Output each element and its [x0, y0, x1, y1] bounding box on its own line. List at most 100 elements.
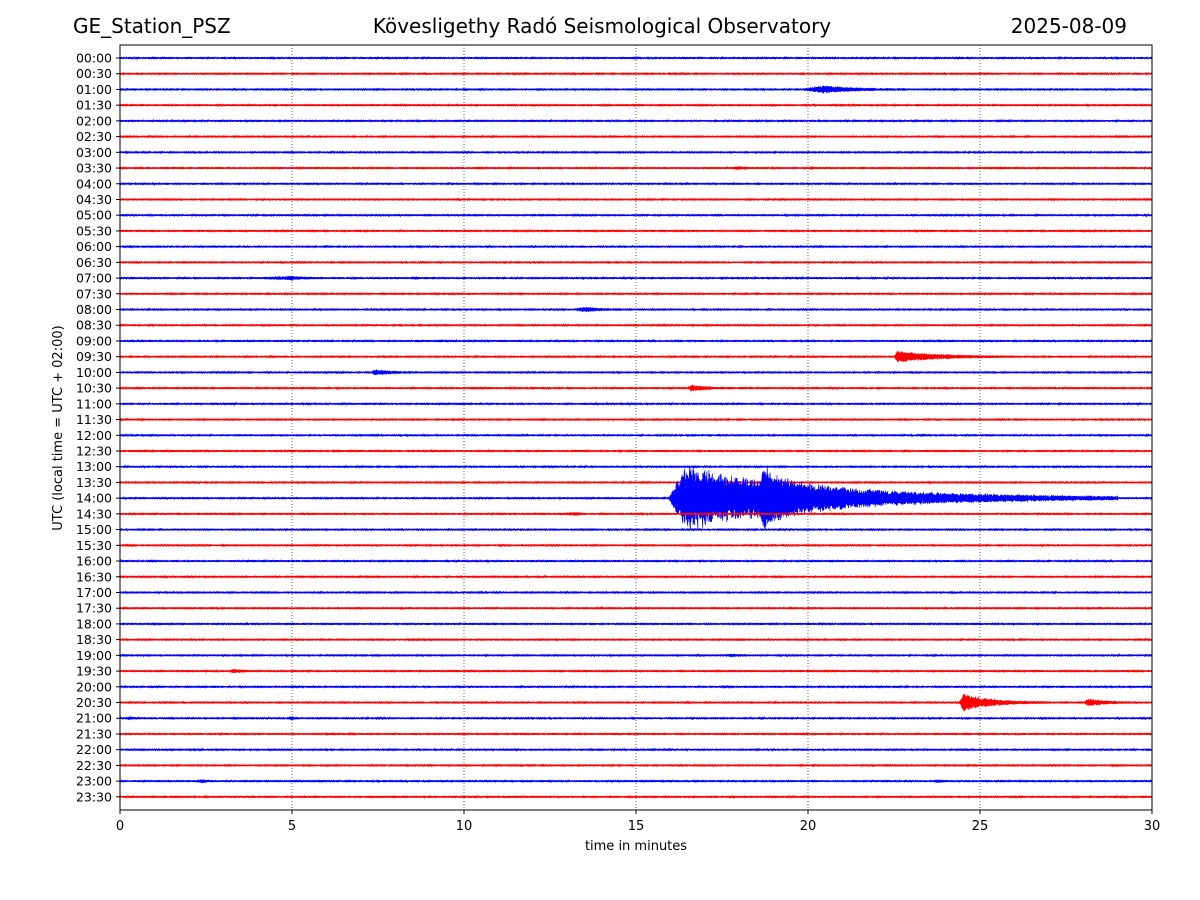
y-tick-label: 06:00: [76, 239, 112, 254]
y-tick-label: 03:30: [76, 161, 112, 176]
y-tick-label: 02:00: [76, 113, 112, 128]
y-tick-label: 15:00: [76, 522, 112, 537]
seismic-trace: [120, 559, 1152, 564]
seismic-trace: [120, 511, 1152, 516]
y-tick-label: 02:30: [76, 129, 112, 144]
y-tick-label: 20:00: [76, 679, 112, 694]
seismic-trace: [120, 306, 1152, 313]
y-tick-label: 14:30: [76, 506, 112, 521]
y-tick-label: 03:00: [76, 145, 112, 160]
seismic-trace: [120, 621, 1152, 626]
seismic-trace: [120, 590, 1152, 595]
seismic-trace: [120, 401, 1152, 406]
y-tick-label: 10:00: [76, 365, 112, 380]
y-tick-label: 19:00: [76, 648, 112, 663]
seismic-trace: [120, 134, 1152, 139]
seismic-trace: [120, 323, 1152, 328]
seismic-trace: [120, 433, 1152, 438]
y-tick-label: 04:00: [76, 176, 112, 191]
x-tick-label: 10: [456, 819, 473, 834]
y-tick-label: 12:30: [76, 444, 112, 459]
seismic-trace: [120, 653, 1152, 658]
seismic-trace: [120, 71, 1152, 76]
seismic-trace: [120, 150, 1152, 155]
y-tick-label: 11:00: [76, 396, 112, 411]
chart-date: 2025-08-09: [1010, 14, 1127, 38]
seismic-trace: [120, 794, 1152, 799]
x-tick-label: 20: [800, 819, 817, 834]
seismic-trace: [120, 244, 1152, 249]
y-ticks: 00:0000:3001:0001:3002:0002:3003:0003:30…: [76, 51, 120, 804]
y-tick-label: 05:30: [76, 223, 112, 238]
y-tick-label: 15:30: [76, 538, 112, 553]
y-tick-label: 19:30: [76, 664, 112, 679]
y-tick-label: 21:30: [76, 726, 112, 741]
y-tick-label: 07:00: [76, 271, 112, 286]
y-tick-label: 20:30: [76, 695, 112, 710]
seismic-trace: [120, 543, 1152, 548]
seismic-trace: [120, 166, 1152, 171]
x-tick-label: 5: [288, 819, 296, 834]
seismic-trace: [120, 449, 1152, 453]
y-tick-label: 01:30: [76, 98, 112, 113]
y-tick-label: 08:30: [76, 318, 112, 333]
seismic-trace: [120, 466, 1152, 530]
y-tick-label: 23:30: [76, 789, 112, 804]
seismic-trace: [120, 291, 1152, 296]
x-tick-label: 25: [972, 819, 989, 834]
y-tick-label: 10:30: [76, 381, 112, 396]
seismic-trace: [120, 668, 1152, 674]
y-tick-label: 13:00: [76, 459, 112, 474]
traces: [120, 56, 1152, 799]
seismic-trace: [120, 693, 1152, 713]
seismic-trace: [120, 684, 1152, 689]
y-tick-label: 22:30: [76, 758, 112, 773]
y-tick-label: 01:00: [76, 82, 112, 97]
y-tick-label: 21:00: [76, 711, 112, 726]
y-tick-label: 14:00: [76, 491, 112, 506]
seismic-trace: [120, 480, 1152, 485]
seismic-trace: [120, 103, 1152, 108]
y-tick-label: 16:00: [76, 554, 112, 569]
seismic-trace: [120, 574, 1152, 579]
seismic-trace: [120, 350, 1152, 363]
x-ticks: 0 5 10 15 20 25 30: [116, 810, 1160, 834]
seismic-trace: [120, 464, 1152, 469]
y-tick-label: 05:00: [76, 208, 112, 223]
y-tick-label: 09:00: [76, 333, 112, 348]
x-tick-label: 0: [116, 819, 124, 834]
y-tick-label: 00:00: [76, 51, 112, 66]
y-tick-label: 22:00: [76, 742, 112, 757]
seismic-trace: [120, 731, 1152, 736]
y-tick-label: 17:30: [76, 601, 112, 616]
seismic-trace: [120, 56, 1152, 60]
y-axis-label: UTC (local time = UTC + 02:00): [51, 325, 66, 530]
y-tick-label: 00:30: [76, 66, 112, 81]
gridlines: [291, 45, 981, 810]
seismic-trace: [120, 275, 1152, 282]
seismic-trace: [120, 417, 1152, 422]
seismic-trace: [120, 118, 1152, 123]
seismic-trace: [120, 637, 1152, 642]
seismic-trace: [120, 338, 1152, 343]
seismic-trace: [120, 384, 1152, 392]
x-tick-label: 15: [628, 819, 645, 834]
seismic-trace: [120, 527, 1152, 532]
y-tick-label: 18:30: [76, 632, 112, 647]
seismic-trace: [120, 85, 1152, 95]
y-tick-label: 18:00: [76, 616, 112, 631]
chart-title: Kövesligethy Radó Seismological Observat…: [372, 14, 832, 38]
y-tick-label: 07:30: [76, 286, 112, 301]
y-tick-label: 13:30: [76, 475, 112, 490]
y-tick-label: 11:30: [76, 412, 112, 427]
y-tick-label: 06:30: [76, 255, 112, 270]
y-tick-label: 23:00: [76, 774, 112, 789]
seismic-trace: [120, 197, 1152, 202]
seismic-trace: [120, 716, 1152, 721]
station-name: GE_Station_PSZ: [73, 14, 231, 38]
seismic-trace: [120, 368, 1152, 376]
x-axis-label: time in minutes: [585, 839, 687, 854]
seismic-trace: [120, 747, 1152, 752]
y-tick-label: 12:00: [76, 428, 112, 443]
